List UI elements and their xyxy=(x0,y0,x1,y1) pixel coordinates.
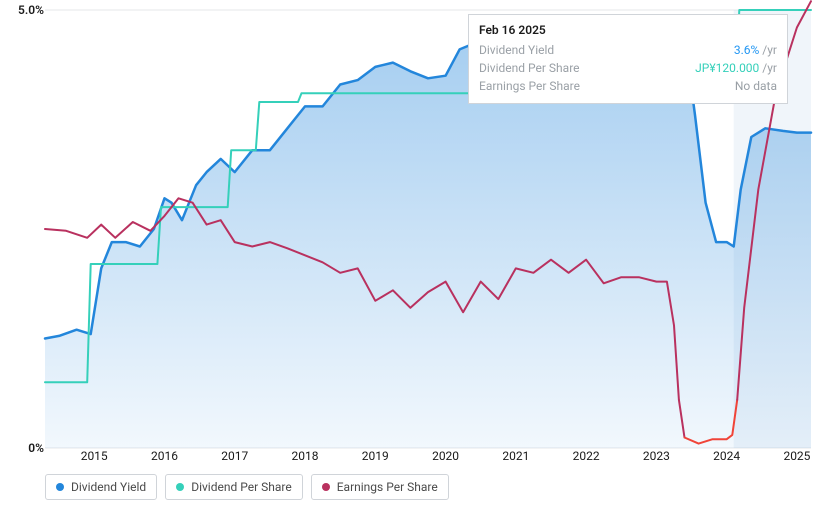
x-tick-label: 2025 xyxy=(783,449,810,463)
tooltip: Feb 16 2025 Dividend Yield3.6%/yrDividen… xyxy=(468,14,788,104)
legend-label: Dividend Per Share xyxy=(191,480,292,494)
y-tick-label: 0% xyxy=(4,441,44,455)
legend-dot-icon xyxy=(56,483,64,491)
tooltip-row: Earnings Per Share No data xyxy=(479,77,777,95)
y-tick-label: 5.0% xyxy=(4,3,44,17)
chart-container: Past 20152016201720182019202020212022202… xyxy=(0,0,821,508)
legend-dot-icon xyxy=(176,483,184,491)
legend-item[interactable]: Dividend Per Share xyxy=(165,474,303,500)
legend-dot-icon xyxy=(322,483,330,491)
x-tick-label: 2024 xyxy=(713,449,740,463)
tooltip-date: Feb 16 2025 xyxy=(479,23,777,37)
legend-label: Dividend Yield xyxy=(71,480,146,494)
tooltip-key: Dividend Yield xyxy=(479,41,554,59)
x-tick-label: 2021 xyxy=(502,449,529,463)
legend-item[interactable]: Dividend Yield xyxy=(45,474,157,500)
x-tick-label: 2017 xyxy=(221,449,248,463)
tooltip-key: Earnings Per Share xyxy=(479,77,580,95)
x-tick-label: 2023 xyxy=(643,449,670,463)
tooltip-key: Dividend Per Share xyxy=(479,59,580,77)
tooltip-rows: Dividend Yield 3.6%/yr Dividend Per Share J… xyxy=(479,41,777,95)
x-tick-label: 2016 xyxy=(151,449,178,463)
legend-item[interactable]: Earnings Per Share xyxy=(311,474,449,500)
x-tick-label: 2015 xyxy=(81,449,108,463)
legend: Dividend Yield Dividend Per Share Earnings… xyxy=(45,474,449,500)
legend-label: Earnings Per Share xyxy=(337,480,438,494)
tooltip-value: 3.6%/yr xyxy=(734,41,777,59)
x-axis-labels: 2015 2016 2017 2018 2019 2020 2021 2022 2023 2024… xyxy=(45,449,811,465)
tooltip-row: Dividend Yield 3.6%/yr xyxy=(479,41,777,59)
x-tick-label: 2022 xyxy=(573,449,600,463)
x-tick-label: 2018 xyxy=(292,449,319,463)
tooltip-value: JP¥120.000/yr xyxy=(695,59,777,77)
tooltip-value: No data xyxy=(735,77,777,95)
x-tick-label: 2019 xyxy=(362,449,389,463)
x-tick-label: 2020 xyxy=(432,449,459,463)
tooltip-row: Dividend Per Share JP¥120.000/yr xyxy=(479,59,777,77)
